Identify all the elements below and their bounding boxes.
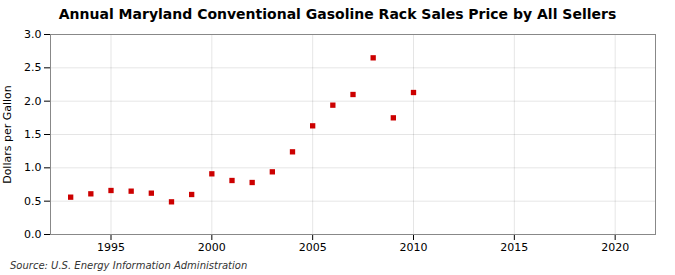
svg-text:1.0: 1.0 [24, 161, 42, 174]
svg-text:2020: 2020 [601, 241, 629, 254]
svg-text:Dollars per Gallon: Dollars per Gallon [1, 85, 14, 184]
html-text:Source: U.S. Energy Informatio: Source: U.S. Energy Information Administ… [10, 260, 248, 271]
svg-text:2015: 2015 [500, 241, 528, 254]
html-text:Annual Maryland Conventional G: Annual Maryland Conventional Gasoline Ra… [58, 6, 617, 22]
svg-text:2.0: 2.0 [24, 95, 42, 108]
svg-text:2010: 2010 [400, 241, 428, 254]
svg-text:1.5: 1.5 [24, 128, 42, 141]
svg-text:1995: 1995 [97, 241, 125, 254]
svg-text:2000: 2000 [198, 241, 226, 254]
svg-text:0.5: 0.5 [24, 195, 42, 208]
svg-text:3.0: 3.0 [24, 28, 42, 41]
svg-text:2005: 2005 [299, 241, 327, 254]
svg-text:2.5: 2.5 [24, 61, 42, 74]
svg-text:0.0: 0.0 [24, 228, 42, 241]
